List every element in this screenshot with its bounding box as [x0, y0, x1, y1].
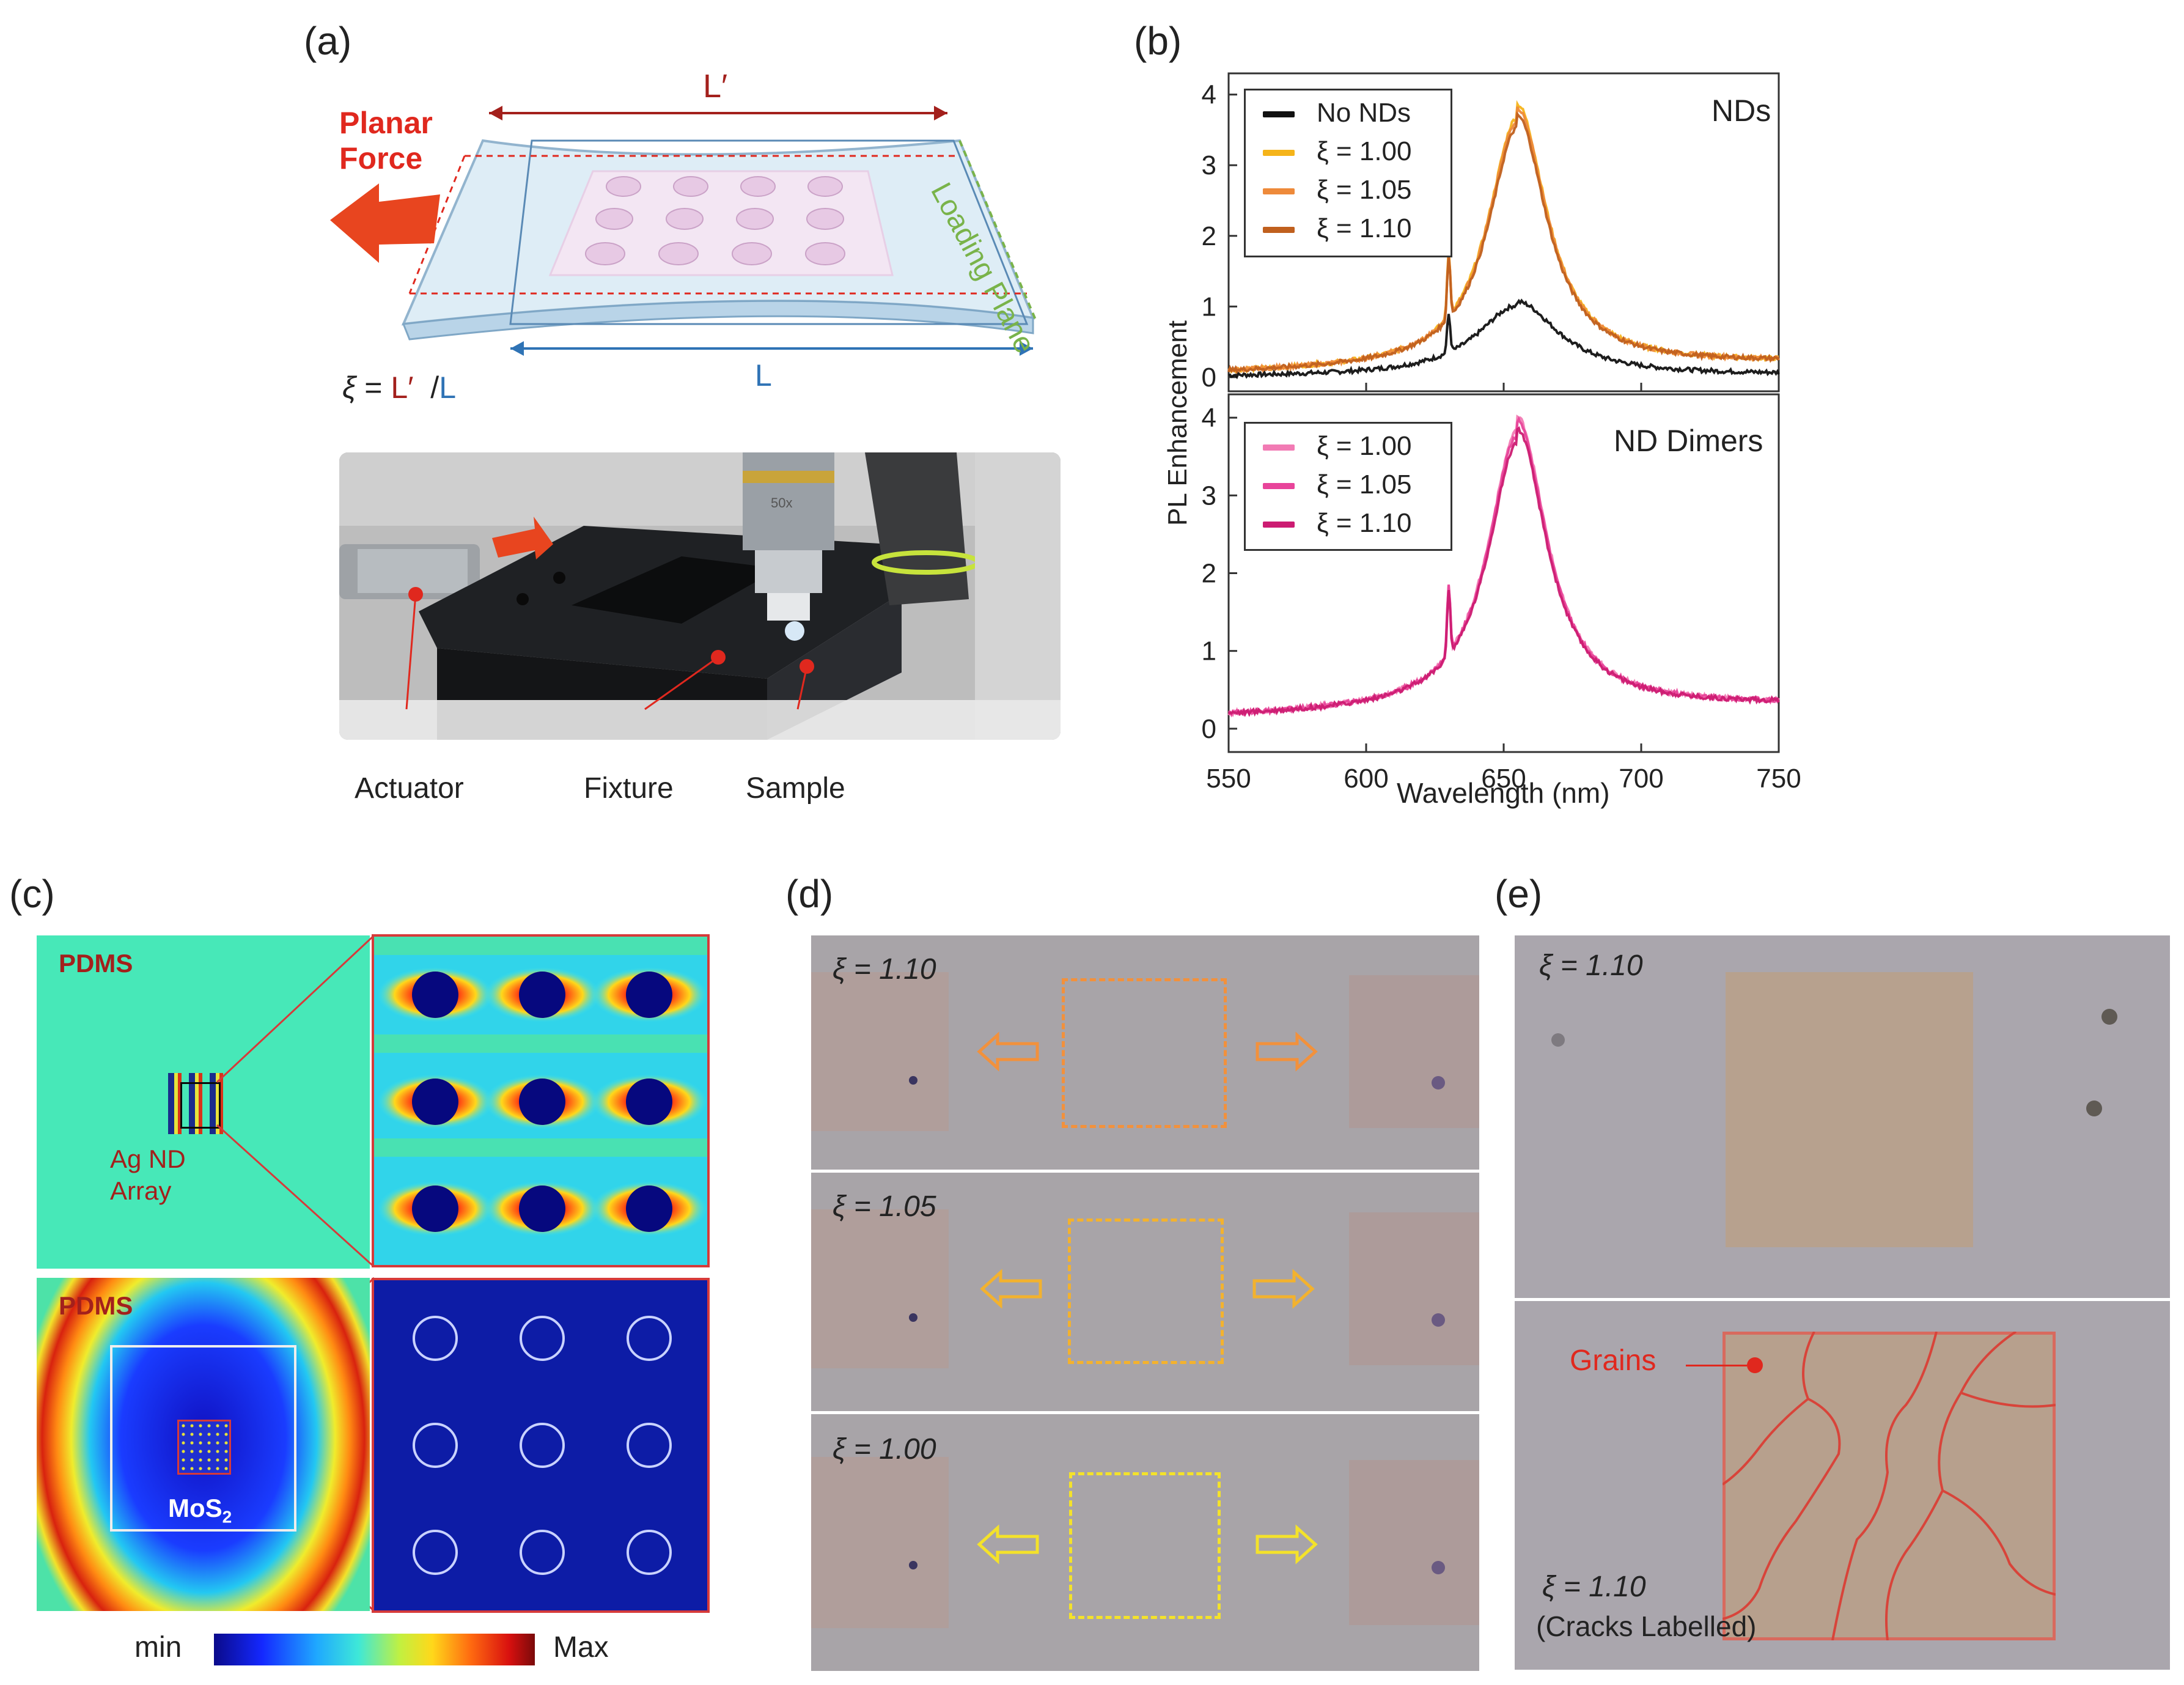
- expand-arrows: [980, 1269, 1315, 1309]
- nd-disc-array: [585, 176, 845, 265]
- bottom-legend: ξ = 1.00 ξ = 1.05 ξ = 1.10: [1244, 422, 1452, 551]
- planar-force-arrow: [330, 183, 440, 263]
- x-tick-label: 650: [1481, 764, 1526, 794]
- micrograph-d-row3: ξ = 1.00: [811, 1414, 1479, 1671]
- panel-c-label: (c): [9, 872, 55, 916]
- y-tick-label: 1: [1202, 292, 1216, 322]
- panel-b-label: (b): [1134, 19, 1182, 63]
- fixture-label: Fixture: [584, 772, 674, 805]
- legend-item: ξ = 1.05: [1263, 175, 1411, 205]
- cracks-label: (Cracks Labelled): [1536, 1610, 1757, 1642]
- y-tick-label: 1: [1202, 636, 1216, 666]
- y-tick-label: 4: [1202, 80, 1216, 110]
- array-label: Ag ND Array: [110, 1145, 186, 1205]
- xi-formula: ξ = L′ /L: [342, 371, 457, 405]
- panel-d-label: (d): [785, 872, 834, 916]
- planar-force-label: Planar Force: [339, 106, 433, 175]
- series-line: [1227, 111, 1780, 375]
- colorbar: [214, 1634, 535, 1665]
- actuator-label: Actuator: [355, 772, 464, 805]
- field-map-bottom: PDMS MoS2: [37, 1278, 370, 1611]
- objective: [743, 452, 834, 550]
- bottom-plot-title: ND Dimers: [1614, 424, 1763, 458]
- l-label: L: [755, 358, 772, 393]
- y-tick-label: 0: [1202, 363, 1216, 393]
- xi-label: ξ = 1.00: [833, 1433, 936, 1466]
- legend-item: ξ = 1.00: [1263, 431, 1411, 462]
- x-tick-label: 600: [1344, 764, 1388, 794]
- series-line: [1228, 298, 1780, 380]
- y-tick-label: 3: [1202, 150, 1216, 180]
- strain-region: [1069, 1472, 1221, 1619]
- panel-a-label: (a): [304, 19, 352, 63]
- strain-schematic: [330, 106, 1037, 356]
- legend-item: ξ = 1.00: [1263, 136, 1411, 167]
- setup-photo: 50x: [339, 452, 1061, 740]
- xi-label: ξ = 1.05: [833, 1190, 936, 1223]
- colorbar-max: Max: [553, 1631, 609, 1664]
- grains-label: Grains: [1570, 1344, 1656, 1377]
- xi-label: ξ = 1.10: [1539, 949, 1643, 982]
- pdms-top-label: PDMS: [59, 949, 133, 978]
- pdms-bottom-label: PDMS: [59, 1291, 133, 1320]
- strain-region: [1068, 1219, 1224, 1364]
- field-zoom-bottom: [372, 1278, 710, 1613]
- legend-item: ξ = 1.10: [1263, 508, 1411, 539]
- colorbar-min: min: [134, 1631, 182, 1664]
- xi-label: ξ = 1.10: [833, 953, 936, 986]
- x-axis-title: Wavelength (nm): [1397, 777, 1610, 809]
- x-tick-label: 700: [1619, 764, 1663, 794]
- y-tick-label: 3: [1202, 481, 1216, 511]
- mos2-label: MoS2: [168, 1494, 232, 1527]
- panel-e-label: (e): [1495, 872, 1543, 916]
- lens-text: 50x: [771, 495, 793, 511]
- series-line: [1227, 426, 1780, 717]
- crack-lines: [1723, 1332, 2056, 1640]
- y-tick-label: 2: [1202, 221, 1216, 251]
- y-tick-label: 4: [1202, 403, 1216, 433]
- x-tick-label: 750: [1756, 764, 1801, 794]
- x-tick-label: 550: [1206, 764, 1251, 794]
- legend-item: ξ = 1.05: [1263, 470, 1411, 500]
- pl-enhancement-chart: 0 1 2 3 4 0 1 2 3 4 550 600 650 700 750: [1202, 72, 1801, 794]
- y-tick-label: 0: [1202, 714, 1216, 744]
- micrograph-d-row2: ξ = 1.05: [811, 1173, 1479, 1411]
- expand-arrows: [977, 1524, 1318, 1565]
- top-legend: No NDs ξ = 1.00 ξ = 1.05 ξ = 1.10: [1244, 89, 1452, 257]
- expand-arrows: [977, 1031, 1318, 1072]
- micrograph-d-row1: ξ = 1.10: [811, 935, 1479, 1170]
- field-zoom-top: [372, 934, 710, 1267]
- y-tick-label: 2: [1202, 559, 1216, 589]
- sample-label: Sample: [746, 772, 845, 805]
- legend-item: No NDs: [1263, 98, 1411, 128]
- micrograph-e-bottom: Grains ξ = 1.10 (Cracks Labelled): [1515, 1301, 2170, 1670]
- top-plot-title: NDs: [1712, 94, 1771, 128]
- xi-label: ξ = 1.10: [1542, 1571, 1646, 1603]
- micrograph-e-top: ξ = 1.10: [1515, 935, 2170, 1298]
- l-prime-label: L′: [703, 68, 728, 105]
- legend-item: ξ = 1.10: [1263, 213, 1411, 244]
- strain-region: [1062, 978, 1227, 1128]
